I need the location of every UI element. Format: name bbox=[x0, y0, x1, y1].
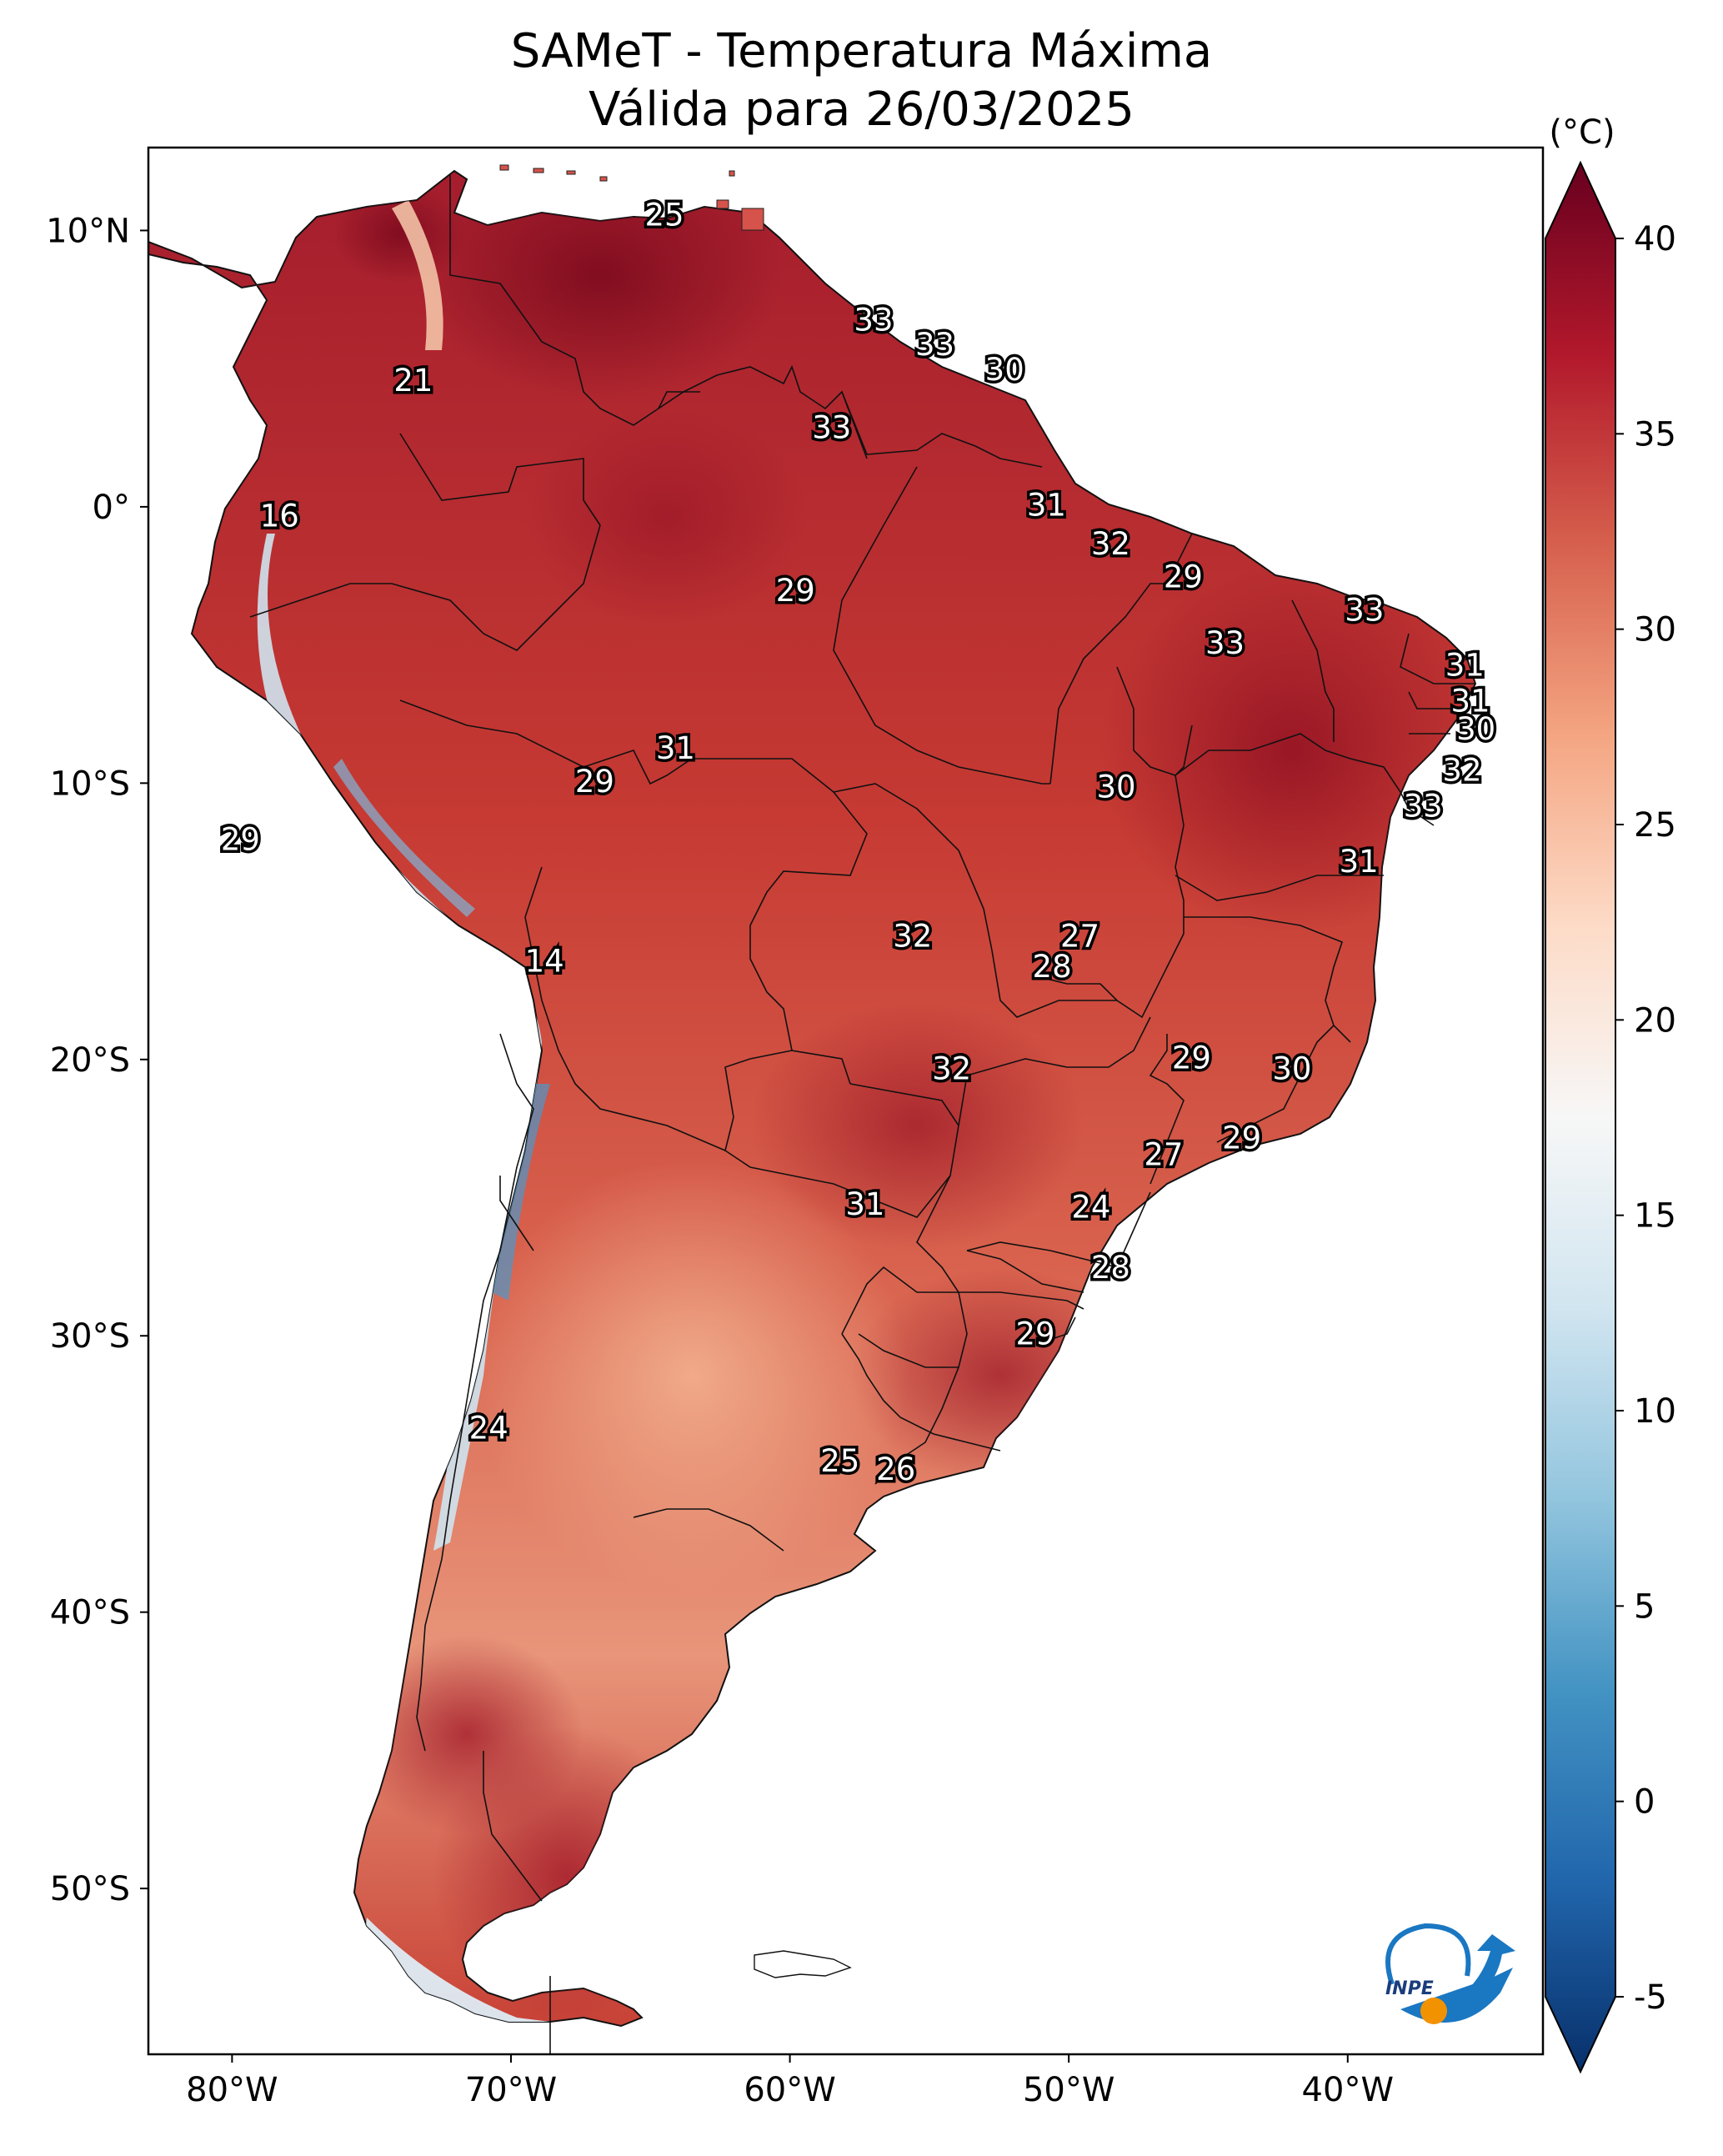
station-value: 31 bbox=[656, 730, 695, 766]
station-value: 29 bbox=[575, 764, 614, 800]
station-value: 29 bbox=[1172, 1040, 1211, 1075]
colorbar-tick-label: 0 bbox=[1634, 1783, 1655, 1822]
caribbean-islands bbox=[499, 164, 764, 231]
station-value: 16 bbox=[260, 499, 299, 534]
station-value: 26 bbox=[876, 1452, 915, 1487]
country-borders bbox=[249, 175, 1475, 2054]
colorbar-ticks: -5 0 5 10 15 20 25 30 35 40 bbox=[1615, 220, 1676, 2017]
station-value: 28 bbox=[1091, 1250, 1130, 1286]
lon-tick-label: 50°W bbox=[1023, 2071, 1114, 2109]
map-frame bbox=[147, 146, 1545, 2056]
station-value: 29 bbox=[1222, 1120, 1261, 1156]
falkland-islands bbox=[754, 1950, 852, 1978]
station-value: 31 bbox=[1445, 648, 1485, 684]
station-value: 31 bbox=[845, 1186, 884, 1222]
colorbar-tick-label: 30 bbox=[1634, 611, 1676, 649]
station-value: 31 bbox=[1450, 684, 1490, 720]
lat-tick-label: 50°S bbox=[50, 1870, 130, 1908]
colorbar: (°C) -5 0 5 10 15 20 25 30 35 40 bbox=[1545, 113, 1676, 2074]
station-value: 25 bbox=[644, 197, 684, 233]
station-value: 32 bbox=[932, 1051, 971, 1087]
station-value: 33 bbox=[1345, 592, 1384, 628]
station-value: 32 bbox=[1091, 526, 1130, 562]
map-subtitle: Válida para 26/03/2025 bbox=[589, 83, 1134, 137]
station-value: 27 bbox=[1144, 1136, 1183, 1172]
lon-tick-label: 80°W bbox=[186, 2071, 278, 2109]
colorbar-tick-label: 40 bbox=[1634, 220, 1676, 258]
station-value: 28 bbox=[1033, 949, 1072, 985]
colorbar-tick-label: 20 bbox=[1634, 1001, 1676, 1040]
colorbar-unit: (°C) bbox=[1549, 113, 1615, 152]
station-value: 29 bbox=[221, 821, 260, 857]
lat-tick-label: 0° bbox=[93, 489, 130, 527]
inpe-logo-text: INPE bbox=[1385, 1978, 1434, 1999]
station-value: 30 bbox=[985, 352, 1024, 388]
station-value: 29 bbox=[1015, 1316, 1054, 1352]
longitude-axis: 80°W 70°W 60°W 50°W 40°W bbox=[186, 2054, 1394, 2109]
lon-tick-label: 70°W bbox=[465, 2071, 557, 2109]
latitude-axis: 10°N 0° 10°S 20°S 30°S 40°S 50°S bbox=[46, 212, 148, 1908]
station-value: 33 bbox=[812, 410, 851, 446]
colorbar-tick-label: -5 bbox=[1634, 1978, 1667, 2017]
colorbar-tick-label: 35 bbox=[1634, 415, 1676, 454]
colorbar-tick-label: 25 bbox=[1634, 806, 1676, 845]
station-value: 29 bbox=[776, 573, 815, 609]
station-value: 27 bbox=[1060, 918, 1099, 954]
station-value: 31 bbox=[1027, 487, 1066, 523]
station-value: 32 bbox=[893, 918, 932, 954]
station-value: 14 bbox=[525, 943, 564, 979]
inpe-logo: INPE bbox=[1385, 1923, 1515, 2024]
station-value: 32 bbox=[1442, 753, 1481, 789]
colorbar-gradient bbox=[1545, 160, 1616, 2074]
station-value: 21 bbox=[393, 363, 433, 399]
lon-tick-label: 40°W bbox=[1302, 2071, 1394, 2109]
station-value: 30 bbox=[1272, 1051, 1311, 1087]
map-title: SAMeT - Temperatura Máxima bbox=[510, 24, 1213, 78]
station-value: 29 bbox=[1164, 559, 1203, 595]
station-value: 30 bbox=[1097, 769, 1136, 805]
station-value: 25 bbox=[820, 1443, 859, 1479]
station-value: 33 bbox=[1205, 625, 1245, 661]
colorbar-tick-label: 5 bbox=[1634, 1587, 1655, 1626]
station-value: 33 bbox=[1404, 789, 1443, 825]
lon-tick-label: 60°W bbox=[744, 2071, 835, 2109]
station-value: 24 bbox=[469, 1410, 508, 1446]
lat-tick-label: 10°S bbox=[50, 765, 130, 803]
lat-tick-label: 30°S bbox=[50, 1317, 130, 1356]
colorbar-tick-label: 10 bbox=[1634, 1392, 1676, 1431]
station-value: 24 bbox=[1071, 1189, 1110, 1225]
station-value: 31 bbox=[1340, 844, 1379, 880]
station-value: 30 bbox=[1456, 711, 1495, 747]
colorbar-tick-label: 15 bbox=[1634, 1197, 1676, 1236]
lat-tick-label: 40°S bbox=[50, 1594, 130, 1632]
station-value: 33 bbox=[854, 302, 893, 338]
lat-tick-label: 20°S bbox=[50, 1041, 130, 1080]
station-value: 33 bbox=[915, 327, 954, 363]
lat-tick-label: 10°N bbox=[46, 212, 130, 250]
